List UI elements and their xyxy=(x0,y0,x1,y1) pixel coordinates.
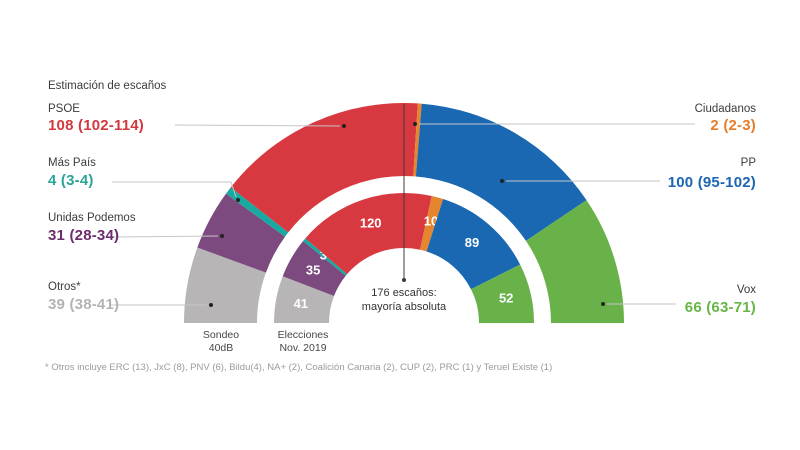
ring-label-elecciones-line1: Elecciones xyxy=(277,329,329,341)
majority-label-line2: mayoría absoluta xyxy=(361,301,447,313)
elecciones-arc-mas-pais xyxy=(303,238,348,276)
seats-2019-ciudadanos: 10 xyxy=(424,214,438,229)
party-label-otros: Otros* xyxy=(48,281,81,293)
leader-dot-otros xyxy=(209,303,213,307)
leader-dot-ciudadanos xyxy=(413,122,417,126)
elecciones-arc-unidas-podemos xyxy=(282,241,346,297)
sondeo-arc-unidas-podemos xyxy=(197,193,286,273)
party-label-vox: Vox xyxy=(736,284,756,296)
party-label-ciudadanos: Ciudadanos xyxy=(694,103,756,115)
sondeo-arc-ciudadanos xyxy=(413,103,422,177)
ring-label-sondeo-line2: 40dB xyxy=(208,342,234,354)
leader-dot-unidas-podemos xyxy=(220,234,224,238)
footnote: * Otros incluye ERC (13), JxC (8), PNV (… xyxy=(45,362,553,373)
seats-2019-pp: 89 xyxy=(465,235,479,250)
party-value-ciudadanos: 2 (2-3) xyxy=(710,117,756,134)
leader-line-mas-pais xyxy=(112,181,237,198)
majority-marker xyxy=(402,104,406,282)
leader-dot-mas-pais xyxy=(236,198,240,202)
sondeo-arc-otros xyxy=(184,247,266,323)
chart-title: Estimación de escaños xyxy=(48,80,167,92)
sondeo-arc-mas-pais xyxy=(226,187,289,237)
sondeo-arc-psoe xyxy=(230,103,418,233)
party-value-vox: 66 (63-71) xyxy=(684,299,756,316)
leader-dot-psoe xyxy=(342,124,346,128)
majority-line-arrow xyxy=(402,278,406,282)
hemicycle-arcs: 41 353 120 10 89 52 xyxy=(184,103,624,323)
ring-label-sondeo-line1: Sondeo xyxy=(202,329,240,341)
leader-lines xyxy=(110,122,695,307)
sondeo-arc-pp xyxy=(415,103,587,241)
leader-line-unidas-podemos xyxy=(111,235,219,238)
elecciones-arc-ciudadanos xyxy=(420,196,444,252)
party-label-unidas-podemos: Unidas Podemos xyxy=(48,212,136,224)
ring-label-sondeo: Sondeo 40dB xyxy=(176,329,266,355)
seats-2019-psoe: 120 xyxy=(360,215,382,230)
leader-dot-pp xyxy=(500,179,504,183)
party-value-unidas-podemos: 31 (28-34) xyxy=(48,227,120,244)
majority-label: 176 escaños: mayoría absoluta xyxy=(334,286,474,314)
majority-label-line1: 176 escaños: xyxy=(371,287,437,299)
seats-2019-otros: 41 xyxy=(294,296,308,311)
elecciones-arc-vox xyxy=(470,264,534,323)
party-label-psoe: PSOE xyxy=(48,103,80,115)
ring-label-elecciones-line2: Nov. 2019 xyxy=(279,342,327,354)
party-label-pp: PP xyxy=(740,157,756,169)
leader-dot-vox xyxy=(601,302,605,306)
elecciones-arc-pp xyxy=(426,199,521,290)
leader-line-psoe xyxy=(174,124,341,127)
sondeo-arc-vox xyxy=(525,200,624,323)
party-value-otros: 39 (38-41) xyxy=(48,296,120,313)
party-value-psoe: 108 (102-114) xyxy=(48,117,145,134)
seats-2019-vox: 52 xyxy=(499,291,513,306)
seats-2019-mas-pais: 3 xyxy=(320,248,327,263)
elecciones-arc-psoe xyxy=(305,193,432,275)
party-value-pp: 100 (95-102) xyxy=(667,174,756,191)
party-value-mas-pais: 4 (3-4) xyxy=(48,172,94,189)
ring-label-elecciones: Elecciones Nov. 2019 xyxy=(258,329,348,355)
elecciones-arc-otros xyxy=(274,276,335,323)
party-label-mas-pais: Más País xyxy=(48,157,96,169)
seats-2019-unidas-podemos: 35 xyxy=(306,262,320,277)
